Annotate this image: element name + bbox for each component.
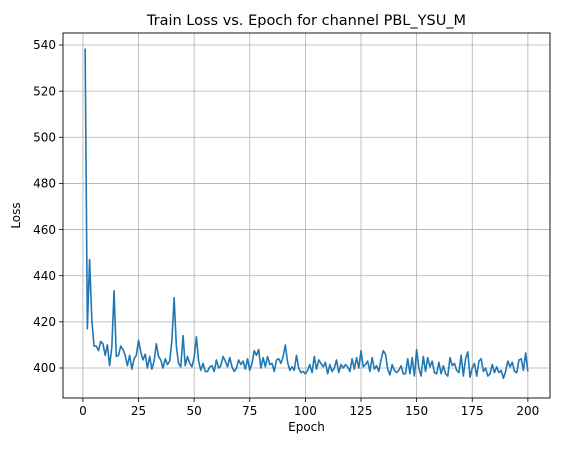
x-tick-label: 100 bbox=[294, 404, 317, 418]
x-tick-label: 150 bbox=[405, 404, 428, 418]
y-tick-label: 480 bbox=[33, 177, 56, 191]
y-tick-label: 500 bbox=[33, 130, 56, 144]
y-tick-label: 540 bbox=[33, 38, 56, 52]
y-tick-label: 520 bbox=[33, 84, 56, 98]
axes-frame bbox=[62, 32, 551, 399]
x-tick-label: 50 bbox=[187, 404, 202, 418]
series-line bbox=[84, 48, 529, 380]
grid bbox=[63, 33, 550, 398]
chart-title: Train Loss vs. Epoch for channel PBL_YSU… bbox=[146, 13, 466, 29]
y-tick-label: 400 bbox=[33, 361, 56, 375]
y-tick-label: 460 bbox=[33, 223, 56, 237]
x-tick-label: 125 bbox=[350, 404, 373, 418]
x-axis-label: Epoch bbox=[288, 420, 325, 434]
y-axis-label: Loss bbox=[9, 202, 23, 228]
x-tick-label: 175 bbox=[461, 404, 484, 418]
series-layer bbox=[84, 48, 529, 380]
x-tick-label: 0 bbox=[79, 404, 87, 418]
y-tick-label: 420 bbox=[33, 315, 56, 329]
x-tick-label: 75 bbox=[242, 404, 257, 418]
ticks: 0 25 50 75 100 125 150 175 200 400 420 440 460 480 500… bbox=[33, 38, 539, 418]
x-tick-label: 200 bbox=[516, 404, 539, 418]
y-tick-label: 440 bbox=[33, 269, 56, 283]
x-tick-label: 25 bbox=[131, 404, 146, 418]
